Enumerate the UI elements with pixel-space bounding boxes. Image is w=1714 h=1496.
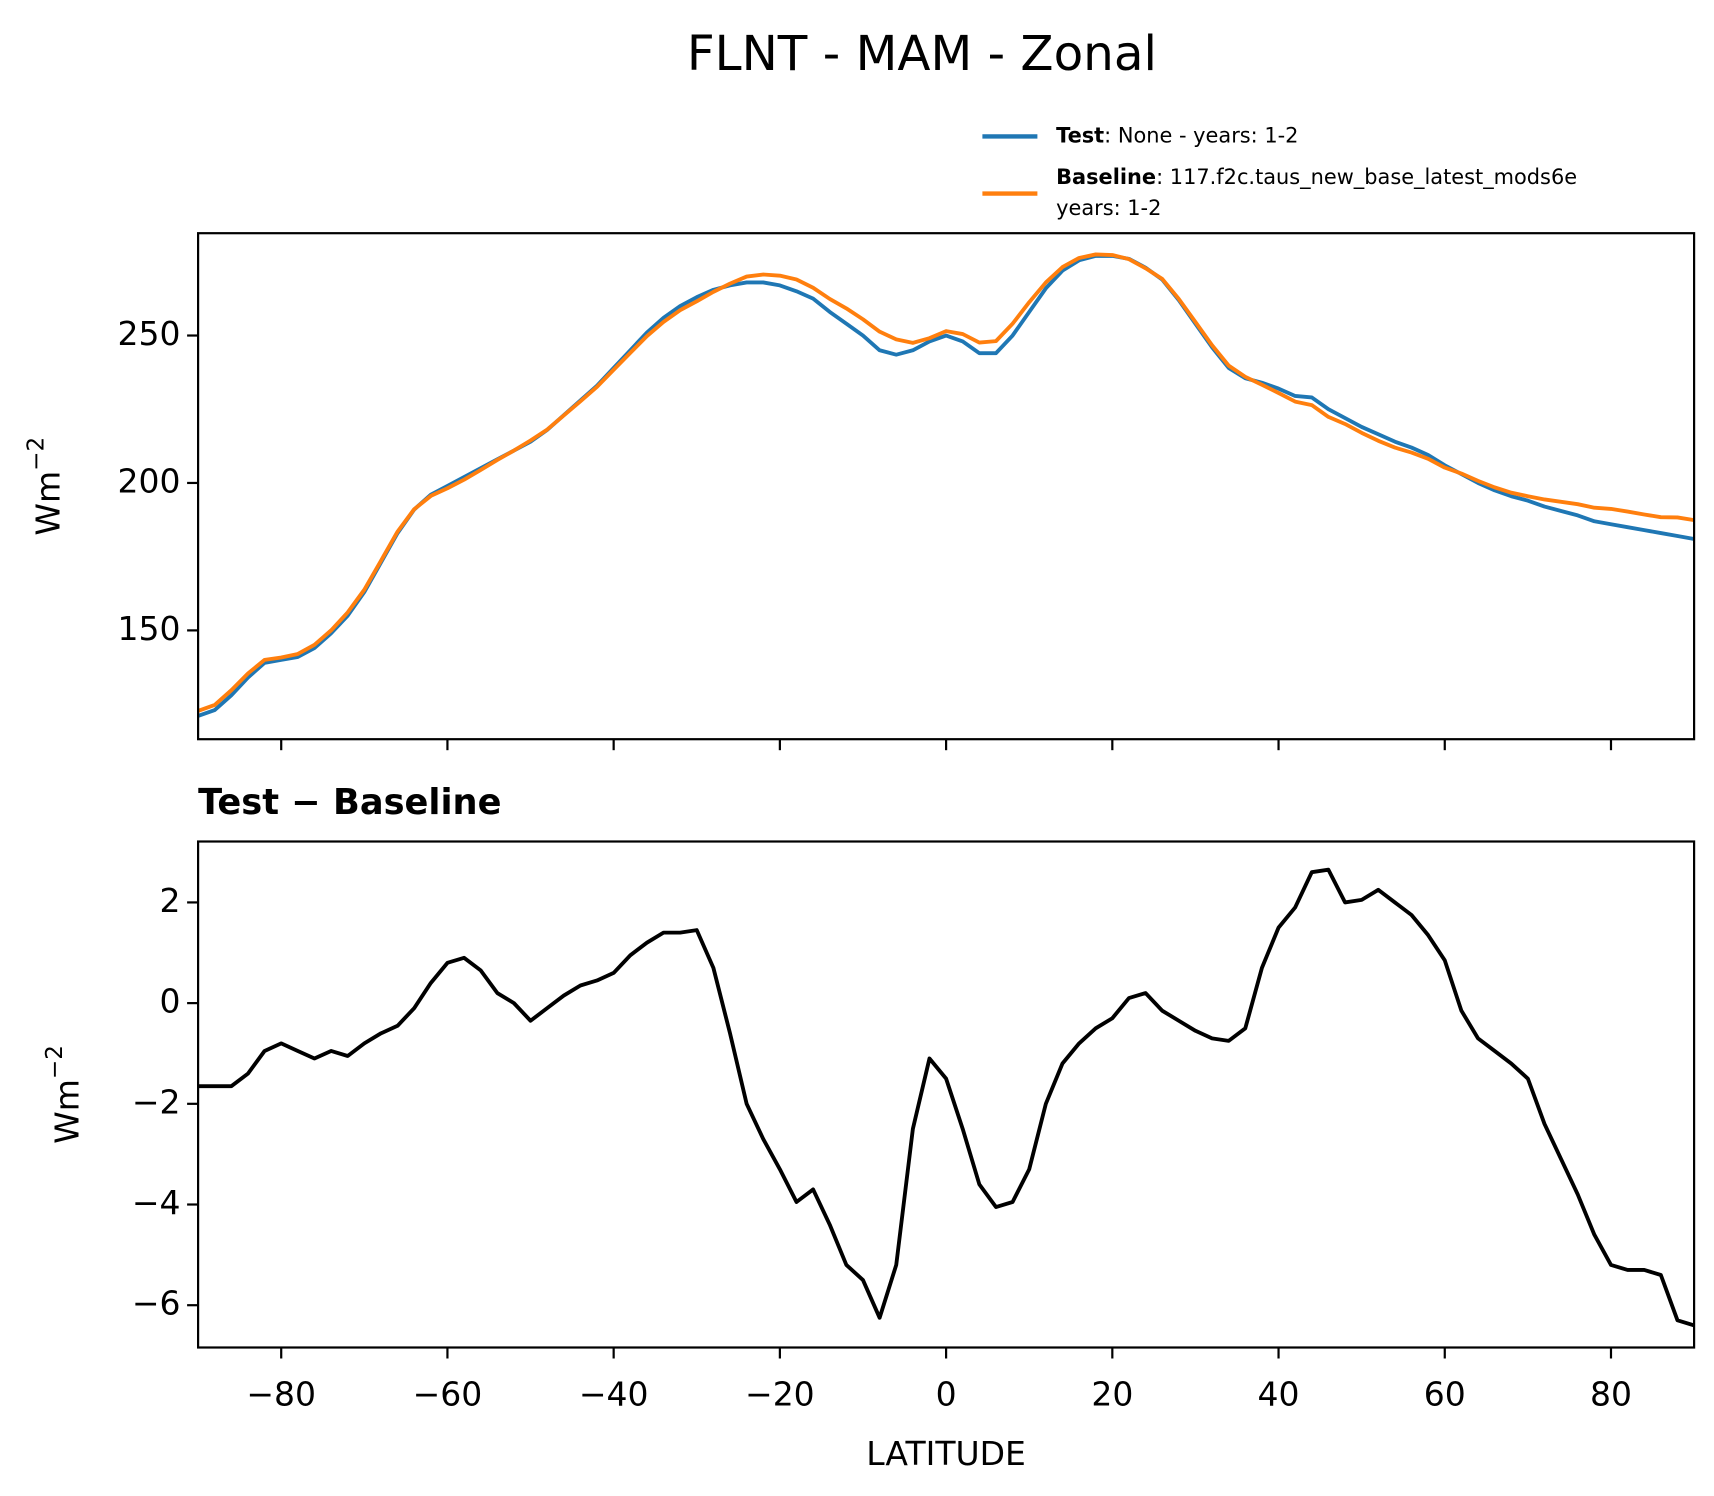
x-tick-label: −40 [579, 1374, 649, 1413]
x-axis-label: LATITUDE [866, 1434, 1026, 1473]
y-tick-label: −6 [132, 1284, 181, 1323]
data-line [198, 867, 1695, 1328]
legend-name: Test [1056, 123, 1104, 147]
legend-label: Baseline: 117.f2c.taus_new_base_latest_m… [1056, 165, 1577, 190]
legend-detail: : 117.f2c.taus_new_base_latest_mods6e [1156, 165, 1577, 190]
y-axis-label: Wm−2 [42, 1045, 86, 1144]
y-tick-label: 200 [118, 461, 181, 500]
legend-detail: years: 1-2 [1056, 196, 1161, 220]
legend-label: Test: None - years: 1-2 [1056, 123, 1298, 147]
y-tick-label: 250 [118, 314, 181, 353]
y-axis-label: Wm−2 [23, 437, 67, 536]
y-axis-label-sup: −2 [42, 1045, 68, 1079]
figure-title: FLNT - MAM - Zonal [687, 26, 1157, 82]
data-line [198, 252, 1695, 713]
x-tick-label: 20 [1091, 1374, 1133, 1413]
x-tick-label: 40 [1258, 1374, 1300, 1413]
axes-frame [197, 840, 1696, 1349]
x-tick-label: −80 [246, 1374, 316, 1413]
y-tick-label: −4 [132, 1183, 181, 1222]
axes-frame [197, 232, 1696, 741]
y-tick-label: 2 [160, 881, 181, 920]
legend-name: Baseline [1056, 165, 1156, 189]
data-line [198, 253, 1695, 718]
panel-title: Test − Baseline [198, 782, 501, 823]
x-tick-label: 0 [936, 1374, 957, 1413]
y-axis-label-base: Wm [28, 471, 67, 536]
y-tick-label: −2 [132, 1082, 181, 1121]
y-axis-label-sup: −2 [23, 437, 49, 471]
x-tick-label: −60 [413, 1374, 483, 1413]
x-tick-label: 80 [1590, 1374, 1632, 1413]
y-tick-label: 150 [118, 609, 181, 648]
y-axis-label-base: Wm [47, 1079, 86, 1144]
legend-label: years: 1-2 [1056, 196, 1161, 220]
x-tick-label: 60 [1424, 1374, 1466, 1413]
x-tick-label: −20 [745, 1374, 815, 1413]
legend-detail: : None - years: 1-2 [1104, 123, 1298, 147]
y-tick-label: 0 [160, 982, 181, 1021]
